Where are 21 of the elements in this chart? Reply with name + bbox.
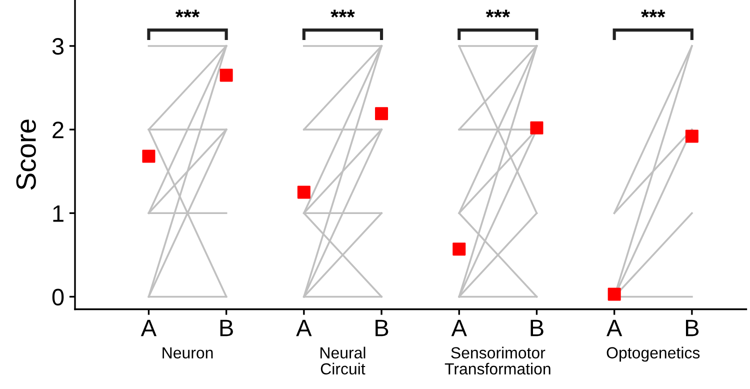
x-tick-label: B	[530, 320, 544, 336]
y-axis-title: Score	[16, 120, 36, 190]
y-tick-label: 3	[52, 38, 64, 55]
annotation: ***	[175, 10, 200, 18]
x-tick-label: B	[686, 320, 699, 336]
text: Neural Circuit	[320, 346, 366, 375]
x-tick-label: A	[606, 320, 622, 336]
annotation: ***	[486, 10, 510, 18]
x-tick-label: B	[376, 320, 388, 336]
x-tick-label: B	[220, 320, 233, 336]
x-tick-label: A	[140, 320, 157, 336]
x-tick-label: A	[451, 320, 467, 336]
annotation: ***	[641, 10, 666, 18]
text: Optogenetics	[606, 346, 700, 362]
text: Neuron	[162, 347, 213, 358]
x-tick-label: A	[296, 320, 312, 336]
y-tick-label: 2	[52, 122, 64, 138]
text: Sensorimotor Transformation	[444, 346, 550, 375]
y-tick-label: 0	[52, 288, 64, 306]
y-tick-label: 1	[53, 205, 64, 222]
annotation: ***	[330, 10, 355, 18]
